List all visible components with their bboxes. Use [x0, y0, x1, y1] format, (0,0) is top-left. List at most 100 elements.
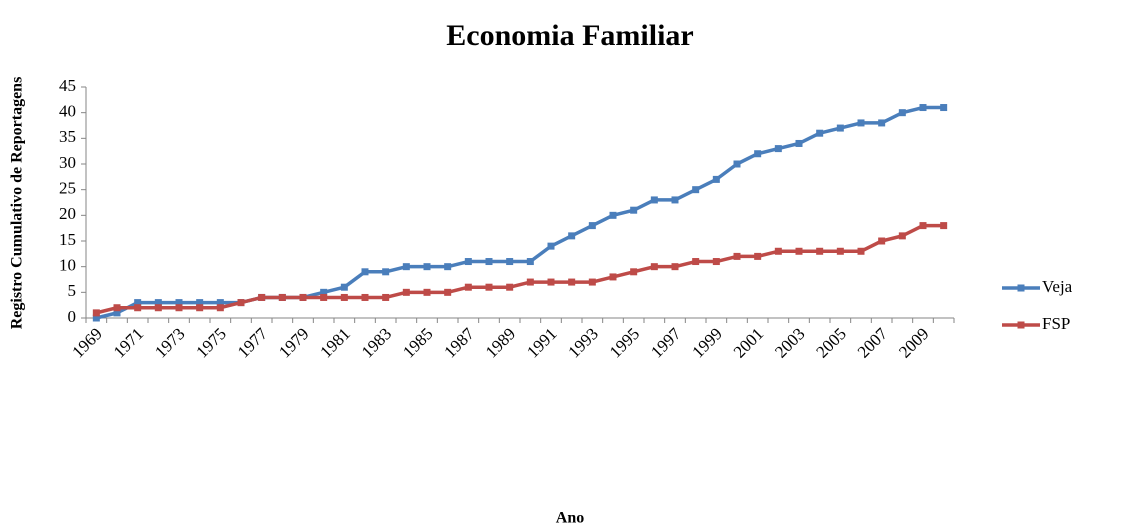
point-marker: [630, 206, 638, 214]
x-tick-label: 1987: [440, 324, 478, 362]
y-tick-label: 35: [59, 127, 76, 146]
point-marker: [836, 247, 844, 255]
x-tick-label: 2009: [895, 324, 932, 361]
x-tick-label: 1999: [688, 324, 725, 361]
point-marker: [464, 258, 472, 266]
y-tick-label: 20: [59, 204, 76, 223]
x-tick-label: 1995: [606, 324, 643, 361]
x-tick-label: 1975: [192, 324, 229, 361]
point-marker: [878, 119, 886, 127]
y-axis-label: Registro Cumulativo de Reportagens: [9, 77, 26, 330]
point-marker: [526, 278, 534, 286]
x-tick-label: 1981: [316, 324, 353, 361]
point-marker: [382, 268, 390, 276]
y-tick-label: 25: [59, 179, 76, 198]
x-tick-label: 2003: [771, 324, 808, 361]
x-tick-label: 2001: [730, 324, 767, 361]
point-marker: [92, 314, 100, 322]
point-marker: [485, 258, 493, 266]
point-marker: [857, 119, 865, 127]
point-marker: [692, 186, 700, 194]
point-marker: [258, 293, 266, 301]
y-tick-label: 15: [59, 230, 76, 249]
point-marker: [320, 288, 328, 296]
point-marker: [526, 258, 534, 266]
point-marker: [299, 293, 307, 301]
point-marker: [692, 258, 700, 266]
point-marker: [816, 129, 824, 137]
point-marker: [609, 211, 617, 219]
point-marker: [423, 263, 431, 271]
x-tick-label: 1971: [110, 324, 147, 361]
point-marker: [940, 222, 948, 230]
point-marker: [836, 124, 844, 132]
point-marker: [444, 288, 452, 296]
chart-title: Economia Familiar: [446, 19, 693, 52]
point-marker: [361, 268, 369, 276]
point-marker: [154, 304, 162, 312]
y-tick-label: 5: [68, 281, 77, 300]
point-marker: [795, 139, 803, 147]
point-marker: [506, 283, 514, 291]
point-marker: [134, 304, 142, 312]
y-tick-label: 45: [59, 76, 76, 95]
point-marker: [423, 288, 431, 296]
point-marker: [506, 258, 514, 266]
y-tick-label: 10: [59, 256, 76, 275]
point-marker: [196, 304, 204, 312]
point-marker: [113, 304, 121, 312]
legend-marker: [1017, 321, 1025, 329]
point-marker: [795, 247, 803, 255]
x-tick-label: 1985: [399, 324, 436, 361]
point-marker: [878, 237, 886, 245]
point-marker: [216, 299, 224, 307]
x-tick-label: 1973: [151, 324, 188, 361]
x-tick-label: 1997: [647, 324, 685, 362]
legend-marker: [1017, 284, 1025, 292]
point-marker: [320, 293, 328, 301]
point-marker: [774, 247, 782, 255]
point-marker: [568, 278, 576, 286]
legend-label: Veja: [1042, 277, 1073, 296]
point-marker: [113, 309, 121, 317]
x-tick-label: 2005: [812, 324, 849, 361]
x-tick-label: 1977: [234, 324, 272, 362]
point-marker: [588, 222, 596, 230]
point-marker: [547, 242, 555, 250]
x-tick-label: 1989: [482, 324, 519, 361]
x-tick-label: 1979: [275, 324, 312, 361]
point-marker: [712, 258, 720, 266]
point-marker: [754, 252, 762, 260]
point-marker: [898, 232, 906, 240]
point-marker: [898, 109, 906, 117]
point-marker: [547, 278, 555, 286]
point-marker: [340, 283, 348, 291]
point-marker: [92, 309, 100, 317]
y-tick-label: 30: [59, 153, 76, 172]
y-tick-label: 40: [59, 102, 76, 121]
point-marker: [361, 293, 369, 301]
point-marker: [919, 104, 927, 112]
point-marker: [402, 288, 410, 296]
point-marker: [382, 293, 390, 301]
x-axis-label: Ano: [556, 510, 584, 527]
point-marker: [340, 293, 348, 301]
point-marker: [444, 263, 452, 271]
point-marker: [588, 278, 596, 286]
point-marker: [154, 299, 162, 307]
point-marker: [402, 263, 410, 271]
point-marker: [919, 222, 927, 230]
point-marker: [278, 293, 286, 301]
point-marker: [857, 247, 865, 255]
point-marker: [485, 283, 493, 291]
point-marker: [774, 145, 782, 153]
point-marker: [671, 196, 679, 204]
x-tick-label: 1983: [358, 324, 395, 361]
point-marker: [650, 196, 658, 204]
point-marker: [216, 304, 224, 312]
point-marker: [237, 299, 245, 307]
x-tick-label: 1969: [68, 324, 105, 361]
point-marker: [671, 263, 679, 271]
point-marker: [816, 247, 824, 255]
